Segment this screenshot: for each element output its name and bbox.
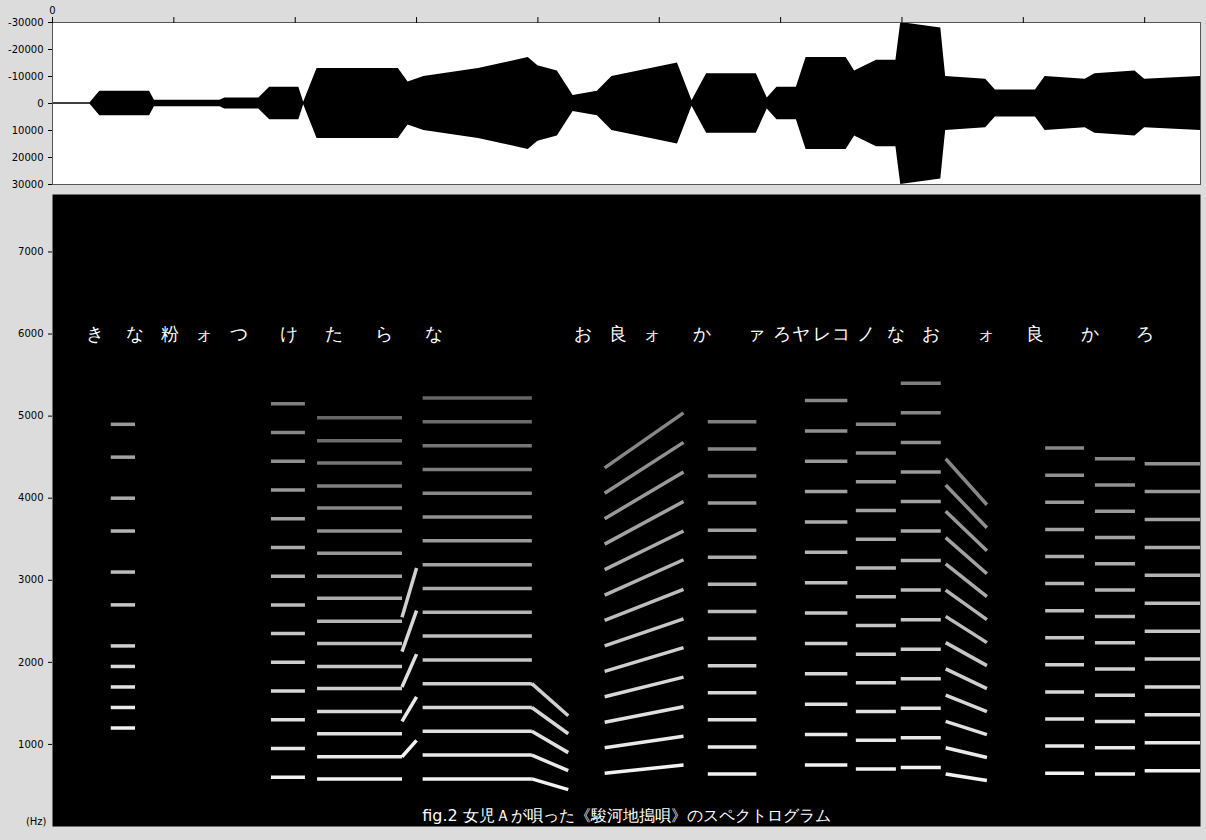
svg-text:1000: 1000 (18, 739, 43, 750)
svg-text:4000: 4000 (18, 492, 43, 503)
svg-text:0: 0 (49, 5, 55, 16)
svg-text:0: 0 (37, 98, 43, 109)
svg-text:ァ: ァ (747, 323, 765, 344)
svg-text:良: 良 (609, 323, 627, 344)
svg-text:な: な (126, 323, 144, 344)
svg-text:コ: コ (832, 323, 850, 344)
svg-text:レ: レ (813, 323, 831, 344)
svg-text:粉: 粉 (161, 323, 179, 344)
svg-text:ォ: ォ (977, 323, 995, 344)
svg-text:ヤ: ヤ (792, 323, 810, 344)
svg-text:お: お (574, 323, 592, 344)
svg-text:-10000: -10000 (8, 71, 43, 82)
svg-text:ら: ら (375, 323, 393, 344)
svg-text:ォ: ォ (643, 323, 661, 344)
svg-text:き: き (86, 323, 104, 344)
svg-text:な: な (425, 323, 443, 344)
svg-text:30000: 30000 (12, 179, 44, 190)
svg-text:か: か (693, 323, 711, 344)
svg-text:良: 良 (1026, 323, 1044, 344)
svg-text:け: け (280, 323, 298, 344)
svg-text:か: か (1081, 323, 1099, 344)
svg-text:10000: 10000 (12, 125, 44, 136)
svg-text:た: た (325, 323, 343, 344)
svg-text:20000: 20000 (12, 152, 44, 163)
svg-text:7000: 7000 (18, 246, 43, 257)
svg-text:つ: つ (230, 323, 248, 344)
svg-text:-20000: -20000 (8, 44, 43, 55)
svg-text:-30000: -30000 (8, 17, 43, 28)
svg-text:(Hz): (Hz) (26, 816, 47, 827)
svg-text:ろ: ろ (1136, 323, 1154, 344)
svg-text:6000: 6000 (18, 328, 43, 339)
svg-text:ォ: ォ (195, 323, 213, 344)
svg-text:ろ: ろ (773, 323, 791, 344)
svg-text:2000: 2000 (18, 657, 43, 668)
svg-text:ノ: ノ (857, 323, 875, 344)
svg-text:fig.2 女児Ａが唄った《駿河地搗唄》のスペクトログラム: fig.2 女児Ａが唄った《駿河地搗唄》のスペクトログラム (422, 806, 831, 825)
svg-text:な: な (887, 323, 905, 344)
svg-text:お: お (922, 323, 940, 344)
svg-text:5000: 5000 (18, 410, 43, 421)
svg-text:3000: 3000 (18, 574, 43, 585)
